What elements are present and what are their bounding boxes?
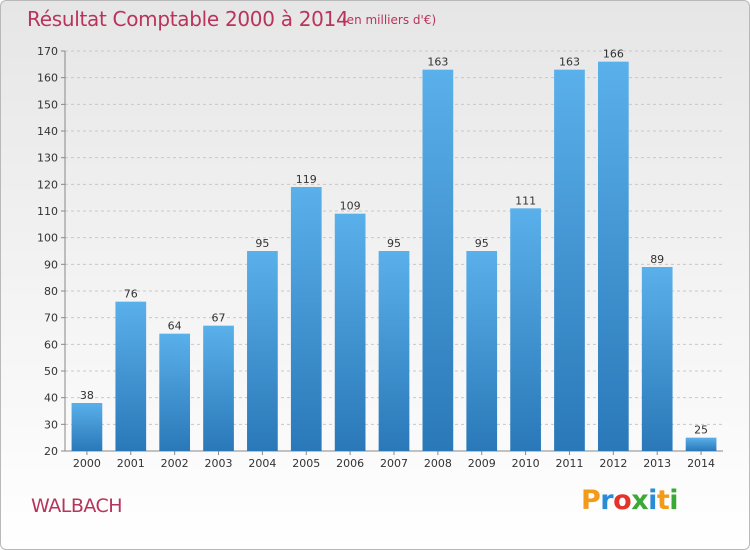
y-tick-label: 20 <box>44 445 58 458</box>
y-tick-label: 170 <box>37 45 58 58</box>
value-label: 163 <box>427 56 448 69</box>
x-tick-label: 2011 <box>555 457 583 470</box>
value-label: 109 <box>340 200 361 213</box>
bar-2010 <box>510 208 541 451</box>
bar-2000 <box>71 403 103 451</box>
bar-2012 <box>597 61 629 452</box>
y-tick-label: 80 <box>44 285 58 298</box>
proxiti-logo: Proxiti <box>581 485 679 516</box>
x-tick-label: 2007 <box>380 457 408 470</box>
logo-letter: t <box>656 485 670 516</box>
x-tick-label: 2014 <box>687 457 715 470</box>
bar-2007 <box>378 251 410 451</box>
value-label: 89 <box>650 253 664 266</box>
y-tick-label: 40 <box>44 392 58 405</box>
bar-2005 <box>290 187 322 451</box>
logo-letter: P <box>581 485 601 516</box>
x-tick-label: 2003 <box>205 457 233 470</box>
chart-title: Résultat Comptable 2000 à 2014 <box>27 7 349 31</box>
x-tick-label: 2008 <box>424 457 452 470</box>
commune-name: WALBACH <box>31 495 123 517</box>
y-tick-label: 100 <box>37 232 58 245</box>
x-tick-label: 2002 <box>161 457 189 470</box>
x-tick-label: 2013 <box>643 457 671 470</box>
x-tick-label: 2001 <box>117 457 145 470</box>
logo-letter: r <box>600 485 614 516</box>
y-tick-label: 70 <box>44 312 58 325</box>
y-tick-label: 140 <box>37 125 58 138</box>
bar-2003 <box>203 325 234 451</box>
y-tick-label: 150 <box>37 98 58 111</box>
value-label: 166 <box>603 48 624 61</box>
x-tick-label: 2004 <box>248 457 276 470</box>
value-label: 95 <box>255 237 269 250</box>
bar-2008 <box>422 69 454 452</box>
value-label: 67 <box>212 312 226 325</box>
bar-2004 <box>247 251 278 451</box>
value-label: 64 <box>168 320 182 333</box>
value-label: 95 <box>475 237 489 250</box>
y-tick-label: 30 <box>44 418 58 431</box>
bar-2002 <box>159 333 191 451</box>
y-tick-label: 130 <box>37 152 58 165</box>
y-tick-label: 90 <box>44 258 58 271</box>
y-tick-label: 50 <box>44 365 58 378</box>
logo-letter: o <box>613 485 632 516</box>
bar-2001 <box>115 301 147 451</box>
y-tick-label: 110 <box>37 205 58 218</box>
bar-2013 <box>641 267 673 451</box>
x-tick-label: 2000 <box>73 457 101 470</box>
value-label: 95 <box>387 237 401 250</box>
logo-letter: i <box>669 485 679 516</box>
value-label: 25 <box>694 424 708 437</box>
y-tick-label: 160 <box>37 72 58 85</box>
x-tick-label: 2009 <box>468 457 496 470</box>
x-tick-label: 2010 <box>512 457 540 470</box>
y-tick-label: 120 <box>37 178 58 191</box>
x-tick-label: 2005 <box>292 457 320 470</box>
x-tick-label: 2012 <box>599 457 627 470</box>
value-label: 111 <box>515 194 536 207</box>
value-label: 119 <box>296 173 317 186</box>
bar-2014 <box>685 437 717 451</box>
bar-2011 <box>554 69 585 452</box>
value-label: 163 <box>559 56 580 69</box>
chart-subtitle: (en milliers d'€) <box>342 13 437 27</box>
bar-2006 <box>334 213 366 451</box>
x-tick-label: 2006 <box>336 457 364 470</box>
y-tick-label: 60 <box>44 338 58 351</box>
bar-2009 <box>466 251 498 451</box>
value-label: 38 <box>80 389 94 402</box>
logo-letter: i <box>648 485 657 516</box>
value-label: 76 <box>124 288 138 301</box>
logo-letter: x <box>631 485 649 516</box>
